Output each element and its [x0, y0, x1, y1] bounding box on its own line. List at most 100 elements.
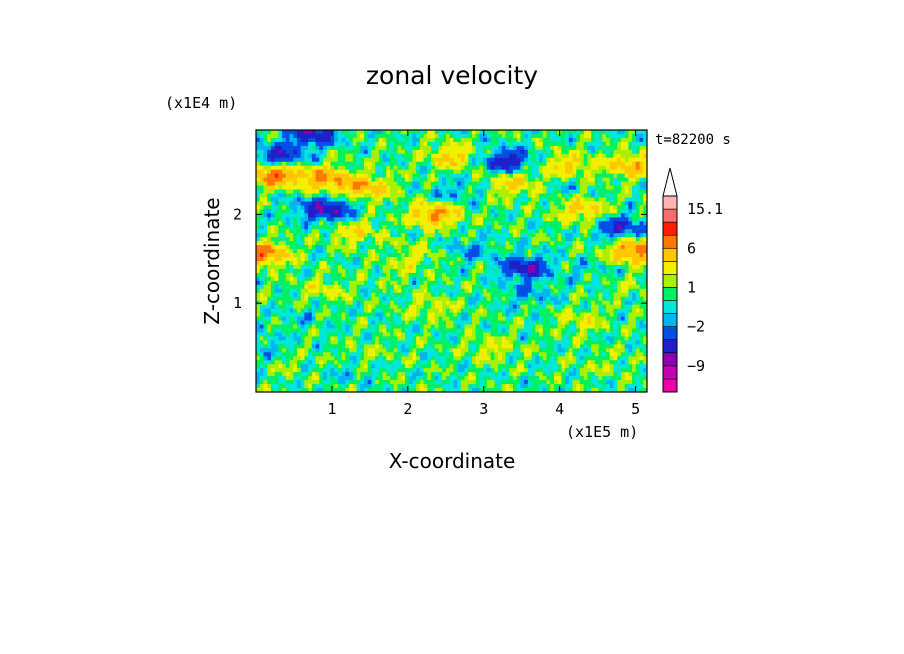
heat-cell	[360, 173, 365, 179]
heat-cell	[408, 225, 413, 230]
heat-cell	[468, 149, 473, 155]
heat-cell	[412, 130, 417, 135]
heat-cell	[259, 280, 264, 286]
heat-cell	[509, 272, 514, 278]
heat-cell	[453, 169, 458, 175]
heat-cell	[468, 276, 473, 282]
heat-cell	[579, 205, 585, 210]
heat-cell	[546, 161, 551, 167]
heat-cell	[371, 312, 376, 317]
heat-cell	[352, 304, 357, 310]
heat-cell	[360, 225, 365, 230]
heat-cell	[416, 284, 421, 290]
heat-cell	[539, 284, 544, 290]
heat-cell	[263, 205, 268, 210]
heat-cell	[505, 261, 510, 266]
heat-cell	[334, 149, 339, 155]
heat-cell	[445, 253, 451, 258]
heat-cell	[453, 300, 458, 306]
heat-cell	[408, 133, 413, 139]
heat-cell	[408, 149, 413, 155]
heat-cell	[315, 229, 320, 234]
heat-cell	[382, 181, 387, 186]
heat-cell	[483, 177, 488, 183]
heat-cell	[606, 272, 611, 278]
heat-cell	[449, 296, 454, 302]
heat-cell	[498, 268, 503, 274]
heat-cell	[300, 292, 305, 298]
heat-cell	[490, 165, 495, 171]
heat-cell	[620, 169, 626, 175]
heat-cell	[524, 209, 529, 214]
heat-cell	[337, 133, 343, 139]
heat-cell	[375, 149, 380, 155]
heat-cell	[568, 173, 573, 179]
heat-cell	[289, 237, 294, 242]
heat-cell	[579, 137, 585, 143]
heat-cell	[337, 161, 343, 167]
heat-cell	[274, 312, 279, 317]
heat-cell	[434, 280, 439, 286]
heat-cell	[360, 221, 365, 226]
heat-cell	[606, 169, 611, 175]
heat-cell	[330, 221, 335, 226]
heat-cell	[460, 189, 465, 194]
heat-cell	[315, 257, 320, 262]
heat-cell	[360, 304, 365, 310]
heat-cell	[635, 157, 640, 163]
heat-cell	[289, 229, 294, 234]
heat-cell	[267, 141, 272, 147]
heat-cell	[423, 157, 428, 163]
heat-cell	[624, 272, 629, 278]
heat-cell	[449, 181, 454, 186]
heat-cell	[565, 205, 570, 210]
heat-cell	[550, 197, 555, 202]
heat-cell	[639, 241, 644, 246]
heat-cell	[486, 205, 491, 210]
heat-cell	[341, 189, 346, 194]
heat-cell	[620, 225, 626, 230]
heat-cell	[427, 253, 432, 258]
heat-cell	[293, 237, 298, 242]
heat-cell	[431, 145, 436, 151]
heat-cell	[311, 284, 316, 290]
heat-cell	[434, 253, 439, 258]
heat-cell	[345, 241, 350, 246]
heat-cell	[557, 276, 562, 282]
heat-cell	[539, 249, 544, 254]
heat-cell	[572, 308, 577, 314]
heat-cell	[464, 193, 469, 198]
heat-cell	[550, 209, 555, 214]
heat-cell	[609, 205, 614, 210]
heat-cell	[270, 149, 276, 155]
heat-cell	[606, 165, 611, 171]
heat-cell	[520, 205, 525, 210]
heat-cell	[416, 209, 421, 214]
heat-cell	[367, 213, 372, 218]
heat-cell	[442, 209, 447, 214]
heat-cell	[352, 241, 357, 246]
heat-cell	[308, 292, 313, 298]
heat-cell	[617, 245, 622, 250]
heat-cell	[609, 213, 614, 218]
heat-cell	[527, 312, 532, 317]
heat-cell	[568, 201, 573, 206]
heat-cell	[643, 276, 648, 282]
heat-cell	[643, 221, 648, 226]
heat-cell	[639, 304, 644, 310]
heat-cell	[371, 296, 376, 302]
heat-cell	[393, 137, 398, 143]
heat-cell	[382, 201, 387, 206]
heat-cell	[367, 197, 372, 202]
heat-cell	[390, 213, 395, 218]
heat-cell	[267, 304, 272, 310]
heat-cell	[393, 257, 398, 262]
heat-cell	[263, 165, 268, 171]
heat-cell	[315, 185, 320, 190]
heat-cell	[639, 288, 644, 294]
heat-cell	[300, 201, 305, 206]
heat-cell	[442, 308, 447, 314]
heat-cell	[412, 165, 417, 171]
heat-cell	[352, 149, 357, 155]
heat-cell	[561, 209, 566, 214]
